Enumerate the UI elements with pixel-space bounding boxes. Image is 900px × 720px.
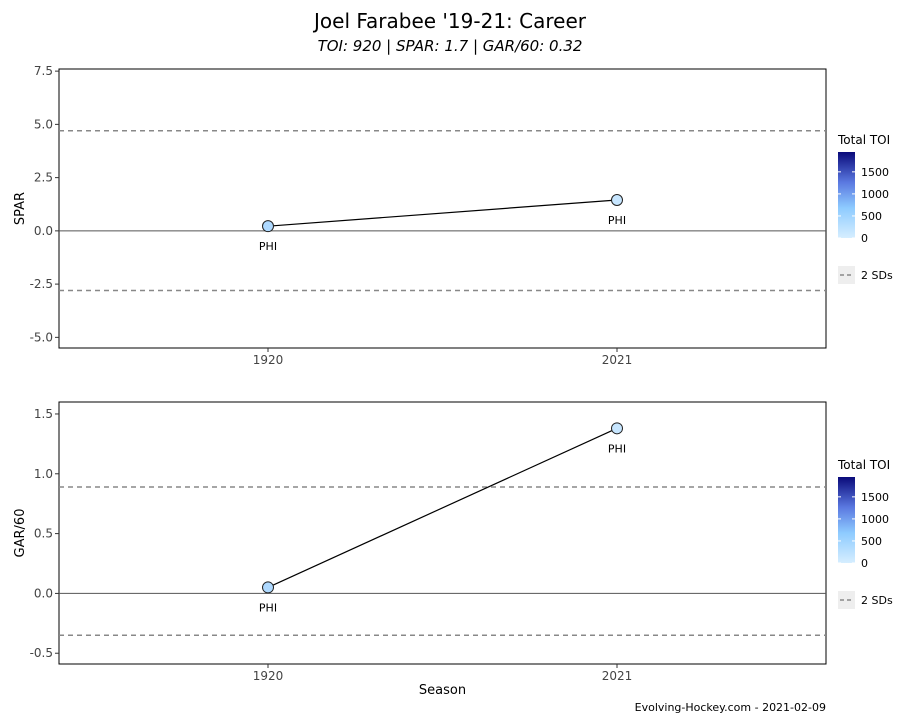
series-line (267, 427, 618, 588)
x-tick-label: 2021 (602, 353, 633, 367)
y-axis-title: SPAR (13, 192, 28, 225)
y-tick-label: 5.0 (34, 117, 53, 131)
legend-tick-label: 0 (861, 557, 868, 570)
panel-spar: 7.5 5.0 2.5 0.0 -2.5 -5.0 1920 2021 SPAR PHI PHI To… (13, 64, 893, 367)
panel-gar60: 1.5 1.0 0.5 0.0 -0.5 1920 2021 GAR/60 Season PHI P… (13, 401, 893, 698)
legend-tick-label: 500 (861, 535, 882, 548)
caption: Evolving-Hockey.com - 2021-02-09 (635, 701, 826, 714)
y-tick-label: 0.5 (34, 527, 53, 541)
data-point (262, 581, 274, 594)
data-point (611, 193, 623, 206)
y-tick-label: 0.0 (34, 224, 53, 238)
legend-sd-label: 2 SDs (861, 269, 893, 282)
y-tick-label: 2.5 (34, 171, 53, 185)
legend-tick-label: 1000 (861, 513, 889, 526)
y-tick-label: -2.5 (30, 277, 53, 291)
x-axis-title: Season (419, 683, 466, 698)
plot-frame (58, 68, 827, 349)
y-tick-label: -5.0 (30, 330, 53, 344)
legend-tick-label: 1000 (861, 188, 889, 201)
y-tick-label: 7.5 (34, 64, 53, 78)
y-tick-label: 0.0 (34, 586, 53, 600)
legend-colorbar (838, 152, 855, 238)
legend-sd-label: 2 SDs (861, 594, 893, 607)
data-point (611, 422, 623, 435)
legend-tick-label: 0 (861, 232, 868, 245)
legend-tick-label: 1500 (861, 491, 889, 504)
panels: 7.5 5.0 2.5 0.0 -2.5 -5.0 1920 2021 SPAR PHI PHI To… (13, 64, 893, 698)
legend-colorbar (838, 477, 855, 563)
chart-title: Joel Farabee '19-21: Career (312, 9, 587, 33)
data-point (262, 220, 274, 233)
x-tick-label: 2021 (602, 669, 633, 683)
x-tick-label: 1920 (253, 353, 284, 367)
legend-sd-key (838, 266, 855, 284)
legend-tick-label: 500 (861, 210, 882, 223)
legend-title: Total TOI (837, 458, 890, 472)
y-tick-label: 1.5 (34, 407, 53, 421)
y-axis-title: GAR/60 (13, 509, 28, 558)
legend-title: Total TOI (837, 133, 890, 147)
legend-sd-key (838, 591, 855, 609)
point-label: PHI (608, 442, 626, 455)
point-label: PHI (259, 240, 277, 253)
legend-tick-label: 1500 (861, 166, 889, 179)
y-tick-label: -0.5 (30, 646, 53, 660)
point-label: PHI (608, 214, 626, 227)
x-tick-label: 1920 (253, 669, 284, 683)
point-label: PHI (259, 601, 277, 614)
plot-frame (58, 401, 827, 665)
chart-subtitle: TOI: 920 | SPAR: 1.7 | GAR/60: 0.32 (318, 37, 583, 55)
series-line (267, 199, 618, 227)
y-tick-label: 1.0 (34, 467, 53, 481)
